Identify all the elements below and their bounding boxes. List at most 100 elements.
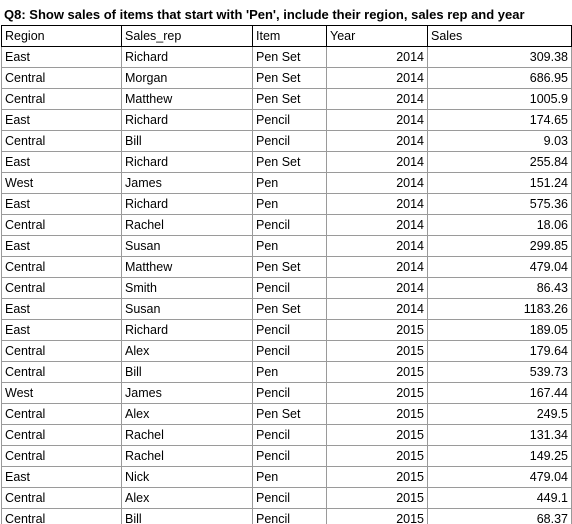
sales-cell[interactable]: 9.03	[427, 130, 572, 152]
year-cell[interactable]: 2014	[326, 235, 428, 257]
sales-rep-cell[interactable]: Richard	[121, 109, 253, 131]
sales-rep-cell[interactable]: Bill	[121, 361, 253, 383]
item-cell[interactable]: Pencil	[252, 319, 327, 341]
year-cell[interactable]: 2014	[326, 193, 428, 215]
year-cell[interactable]: 2014	[326, 130, 428, 152]
region-cell[interactable]: Central	[1, 445, 122, 467]
year-cell[interactable]: 2015	[326, 487, 428, 509]
year-cell[interactable]: 2014	[326, 256, 428, 278]
sales-rep-cell[interactable]: Matthew	[121, 88, 253, 110]
sales-cell[interactable]: 167.44	[427, 382, 572, 404]
sales-cell[interactable]: 249.5	[427, 403, 572, 425]
sales-cell[interactable]: 575.36	[427, 193, 572, 215]
sales-rep-cell[interactable]: Richard	[121, 151, 253, 173]
sales-rep-cell[interactable]: Alex	[121, 403, 253, 425]
item-cell[interactable]: Pen Set	[252, 88, 327, 110]
sales-rep-cell[interactable]: Nick	[121, 466, 253, 488]
year-cell[interactable]: 2014	[326, 46, 428, 68]
region-cell[interactable]: East	[1, 109, 122, 131]
region-cell[interactable]: East	[1, 235, 122, 257]
region-cell[interactable]: East	[1, 298, 122, 320]
item-cell[interactable]: Pen Set	[252, 151, 327, 173]
sales-rep-cell[interactable]: James	[121, 172, 253, 194]
sales-rep-cell[interactable]: Bill	[121, 508, 253, 524]
year-cell[interactable]: 2015	[326, 382, 428, 404]
sales-cell[interactable]: 131.34	[427, 424, 572, 446]
year-cell[interactable]: 2014	[326, 298, 428, 320]
sales-rep-cell[interactable]: Smith	[121, 277, 253, 299]
header-cell-region[interactable]: Region	[1, 25, 122, 47]
sales-cell[interactable]: 539.73	[427, 361, 572, 383]
region-cell[interactable]: Central	[1, 361, 122, 383]
header-cell-sales-rep[interactable]: Sales_rep	[121, 25, 253, 47]
year-cell[interactable]: 2015	[326, 340, 428, 362]
region-cell[interactable]: Central	[1, 487, 122, 509]
region-cell[interactable]: East	[1, 151, 122, 173]
year-cell[interactable]: 2015	[326, 361, 428, 383]
sales-cell[interactable]: 1183.26	[427, 298, 572, 320]
region-cell[interactable]: Central	[1, 340, 122, 362]
item-cell[interactable]: Pen	[252, 361, 327, 383]
region-cell[interactable]: Central	[1, 88, 122, 110]
item-cell[interactable]: Pencil	[252, 214, 327, 236]
region-cell[interactable]: East	[1, 193, 122, 215]
item-cell[interactable]: Pen	[252, 172, 327, 194]
item-cell[interactable]: Pen	[252, 235, 327, 257]
year-cell[interactable]: 2014	[326, 67, 428, 89]
sales-cell[interactable]: 255.84	[427, 151, 572, 173]
item-cell[interactable]: Pen Set	[252, 403, 327, 425]
sales-rep-cell[interactable]: James	[121, 382, 253, 404]
region-cell[interactable]: Central	[1, 277, 122, 299]
sales-cell[interactable]: 1005.9	[427, 88, 572, 110]
region-cell[interactable]: East	[1, 319, 122, 341]
item-cell[interactable]: Pencil	[252, 424, 327, 446]
item-cell[interactable]: Pencil	[252, 445, 327, 467]
item-cell[interactable]: Pencil	[252, 109, 327, 131]
year-cell[interactable]: 2014	[326, 88, 428, 110]
sales-cell[interactable]: 151.24	[427, 172, 572, 194]
region-cell[interactable]: Central	[1, 214, 122, 236]
item-cell[interactable]: Pencil	[252, 130, 327, 152]
region-cell[interactable]: Central	[1, 256, 122, 278]
sales-rep-cell[interactable]: Susan	[121, 235, 253, 257]
sales-cell[interactable]: 179.64	[427, 340, 572, 362]
item-cell[interactable]: Pencil	[252, 277, 327, 299]
region-cell[interactable]: West	[1, 382, 122, 404]
region-cell[interactable]: Central	[1, 403, 122, 425]
item-cell[interactable]: Pen Set	[252, 256, 327, 278]
sales-rep-cell[interactable]: Rachel	[121, 424, 253, 446]
year-cell[interactable]: 2014	[326, 151, 428, 173]
year-cell[interactable]: 2015	[326, 466, 428, 488]
year-cell[interactable]: 2015	[326, 424, 428, 446]
region-cell[interactable]: Central	[1, 130, 122, 152]
sales-cell[interactable]: 189.05	[427, 319, 572, 341]
year-cell[interactable]: 2014	[326, 109, 428, 131]
item-cell[interactable]: Pencil	[252, 340, 327, 362]
sales-cell[interactable]: 18.06	[427, 214, 572, 236]
sales-cell[interactable]: 309.38	[427, 46, 572, 68]
region-cell[interactable]: Central	[1, 424, 122, 446]
year-cell[interactable]: 2015	[326, 319, 428, 341]
region-cell[interactable]: East	[1, 466, 122, 488]
sales-rep-cell[interactable]: Richard	[121, 193, 253, 215]
year-cell[interactable]: 2015	[326, 403, 428, 425]
sales-rep-cell[interactable]: Susan	[121, 298, 253, 320]
region-cell[interactable]: West	[1, 172, 122, 194]
sales-cell[interactable]: 449.1	[427, 487, 572, 509]
sales-rep-cell[interactable]: Richard	[121, 319, 253, 341]
sales-rep-cell[interactable]: Alex	[121, 340, 253, 362]
header-cell-sales[interactable]: Sales	[427, 25, 572, 47]
item-cell[interactable]: Pen Set	[252, 46, 327, 68]
year-cell[interactable]: 2014	[326, 277, 428, 299]
year-cell[interactable]: 2015	[326, 508, 428, 524]
item-cell[interactable]: Pen	[252, 193, 327, 215]
sales-cell[interactable]: 149.25	[427, 445, 572, 467]
sales-rep-cell[interactable]: Bill	[121, 130, 253, 152]
sales-cell[interactable]: 86.43	[427, 277, 572, 299]
region-cell[interactable]: East	[1, 46, 122, 68]
sales-cell[interactable]: 479.04	[427, 256, 572, 278]
item-cell[interactable]: Pen Set	[252, 298, 327, 320]
region-cell[interactable]: Central	[1, 508, 122, 524]
header-cell-item[interactable]: Item	[252, 25, 327, 47]
item-cell[interactable]: Pen Set	[252, 67, 327, 89]
